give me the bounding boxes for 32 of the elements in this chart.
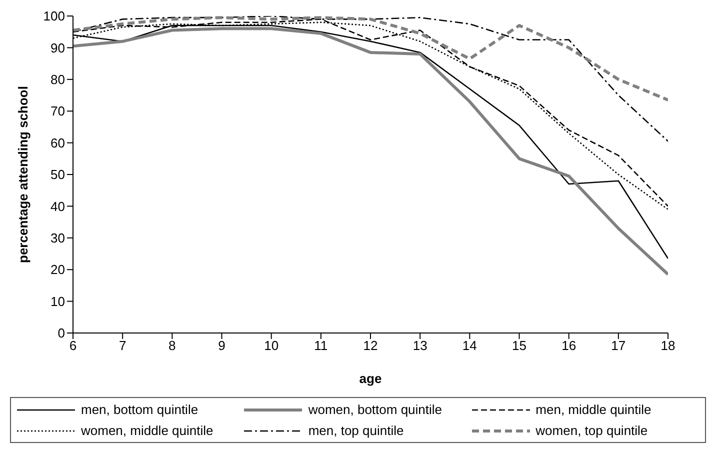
legend-label: women, middle quintile [81, 423, 214, 438]
x-tick-label: 18 [660, 338, 676, 354]
x-tick-label: 11 [314, 338, 328, 354]
legend-label: men, bottom quintile [81, 402, 198, 417]
y-tick-label: 50 [50, 167, 65, 182]
x-tick-label: 13 [412, 338, 428, 354]
x-tick-label: 16 [562, 338, 576, 354]
x-tick-label: 17 [611, 338, 626, 354]
y-axis-title: percentage attending school [16, 86, 31, 263]
y-tick-label: 70 [50, 104, 65, 119]
y-tick-label: 80 [50, 72, 65, 88]
y-tick-label: 20 [50, 262, 65, 278]
y-tick-label: 90 [50, 40, 65, 56]
x-tick-label: 15 [512, 338, 526, 354]
x-tick-label: 10 [264, 338, 279, 354]
x-tick-label: 7 [118, 338, 126, 354]
y-tick-label: 0 [58, 326, 65, 341]
legend-label: women, top quintile [536, 423, 648, 438]
y-tick-label: 40 [50, 198, 65, 214]
y-tick-label: 10 [50, 294, 65, 309]
legend-label: women, bottom quintile [308, 402, 442, 417]
legend-label: men, top quintile [308, 423, 404, 438]
x-tick-label: 12 [363, 338, 378, 354]
x-tick-label: 14 [462, 338, 477, 354]
y-tick-label: 30 [50, 230, 65, 246]
x-tick-label: 8 [168, 338, 176, 354]
x-axis-title: age [359, 371, 382, 386]
y-tick-label: 60 [50, 135, 65, 150]
y-tick-label: 100 [43, 8, 65, 24]
x-tick-label: 6 [69, 338, 77, 354]
x-tick-label: 9 [218, 338, 226, 354]
legend-label: men, middle quintile [536, 402, 652, 417]
